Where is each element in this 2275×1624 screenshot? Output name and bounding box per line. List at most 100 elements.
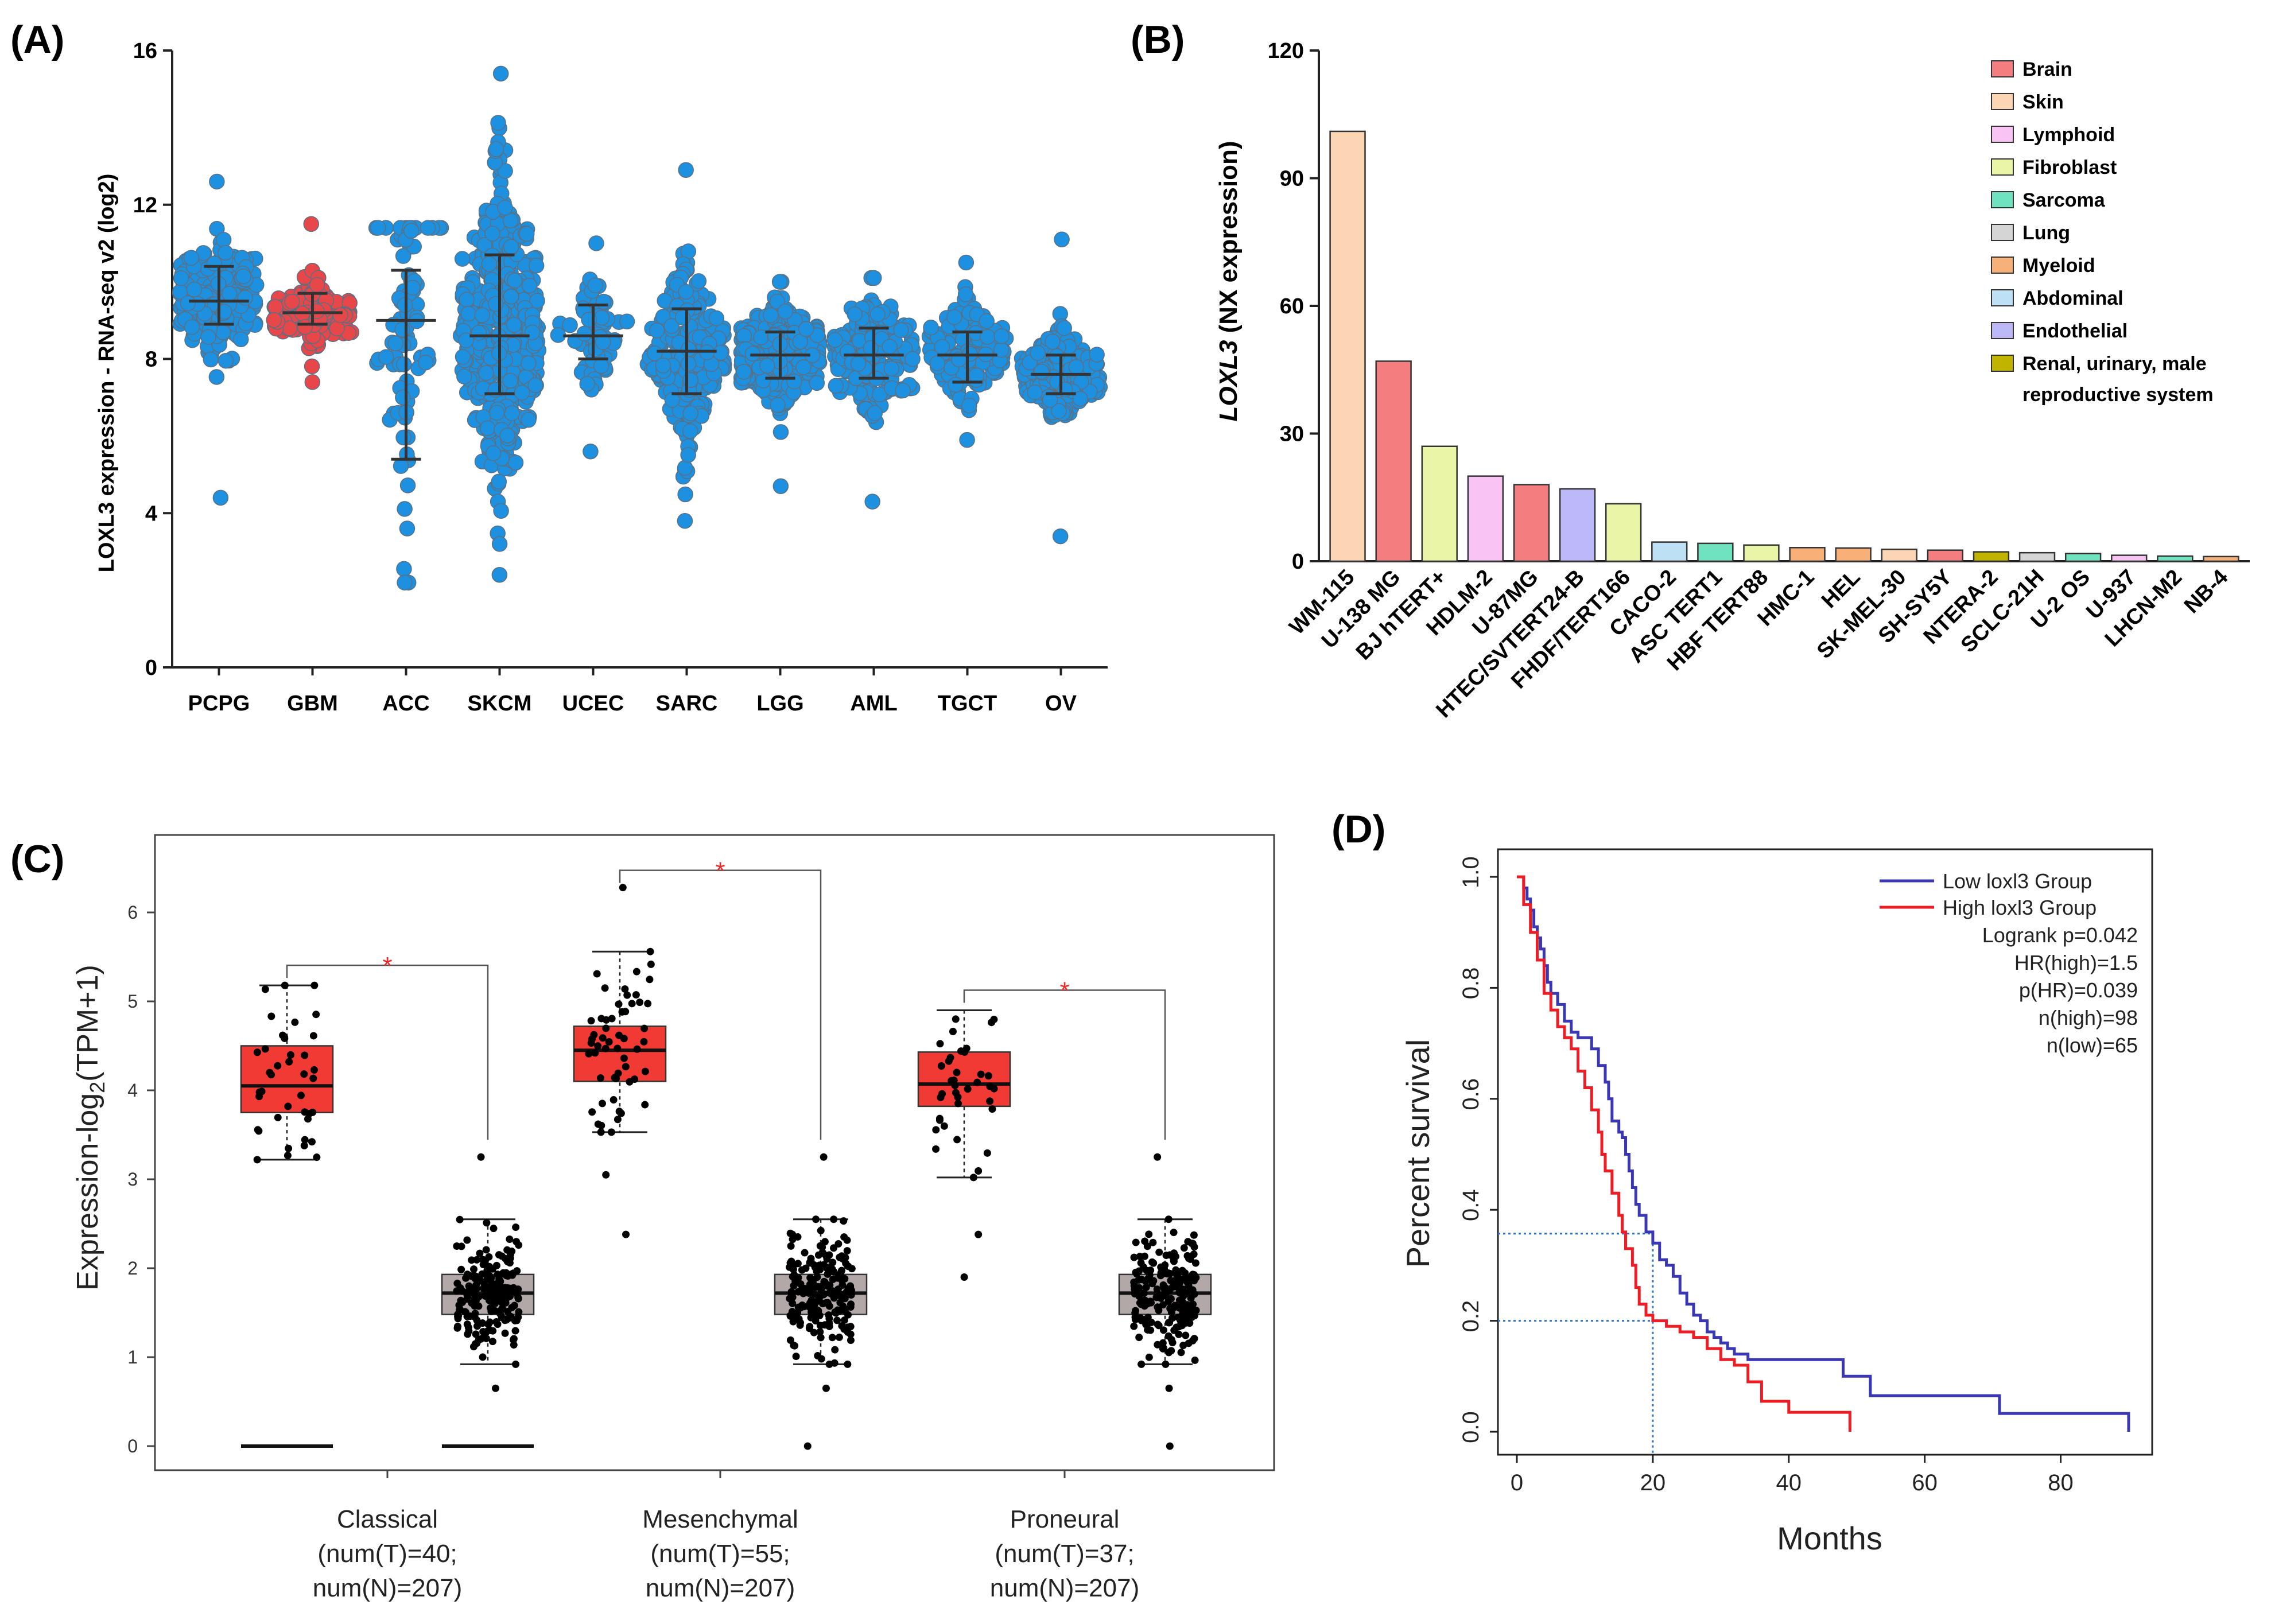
panel-a-point [595, 293, 612, 310]
panel-c-point [310, 981, 319, 989]
panel-c-point [832, 1309, 840, 1317]
panel-d-legend-stat: p(HR)=0.039 [2019, 978, 2138, 1002]
panel-a-point [583, 444, 599, 460]
panel-b-legend-label: Lymphoid [2022, 124, 2115, 146]
panel-c-point [1177, 1349, 1185, 1357]
panel-a-point [455, 349, 471, 365]
panel-c-point [470, 1272, 478, 1280]
panel-a-point [677, 512, 693, 529]
panel-a-point [284, 293, 300, 310]
panel-c-point [835, 1333, 843, 1341]
panel-c-point [632, 991, 640, 999]
panel-c-point [267, 1071, 275, 1079]
panel-c-point [482, 1282, 490, 1290]
panel-c-y-tick-label: 2 [127, 1258, 138, 1279]
panel-c-point [300, 1070, 308, 1078]
panel-c-point [636, 999, 644, 1007]
panel-a-point [503, 239, 519, 255]
panel-a-point [736, 364, 752, 380]
panel-a-point [663, 318, 680, 334]
panel-c-point [1152, 1293, 1160, 1301]
panel-c-group-tumor-n: (num(T)=55; [650, 1540, 790, 1568]
panel-a-point [576, 325, 593, 342]
panel-d-x-tick-label: 60 [1912, 1470, 1938, 1495]
panel-a-point [678, 162, 694, 178]
panel-c-point [823, 1255, 831, 1263]
panel-a-point [867, 405, 883, 421]
panel-c-point [501, 1329, 509, 1337]
panel-a-point [267, 298, 284, 315]
panel-a-point [479, 420, 496, 436]
panel-c-point [508, 1285, 517, 1293]
panel-c-point [478, 1270, 486, 1278]
panel-c-point [644, 1000, 652, 1008]
panel-c-point [817, 1334, 825, 1342]
panel-a-point [1072, 391, 1088, 407]
panel-c-point [1130, 1322, 1138, 1330]
panel-c-point [988, 1105, 996, 1113]
panel-b-bar [2111, 554, 2148, 562]
panel-c-point [1190, 1243, 1198, 1251]
panel-a-y-tick-label: 12 [133, 193, 157, 217]
panel-c-group-tumor-n: (num(T)=40; [317, 1540, 457, 1568]
panel-a-point [521, 277, 538, 294]
panel-a-point [680, 356, 697, 372]
panel-b-legend-swatch [1991, 158, 2014, 176]
panel-b-legend-label: Fibroblast [2022, 157, 2117, 178]
panel-c-point [514, 1293, 522, 1301]
panel-c-point [1180, 1244, 1188, 1252]
panel-c-point [1182, 1331, 1190, 1339]
panel-a-point [677, 460, 693, 476]
panel-b-y-tick-label: 60 [1280, 294, 1304, 318]
panel-a-point [478, 365, 494, 381]
panel-a-point [708, 310, 725, 327]
panel-a-point [772, 478, 789, 494]
panel-c-point [601, 984, 609, 992]
panel-c-point [816, 1242, 824, 1250]
panel-d-legend-stat: Logrank p=0.042 [1982, 923, 2138, 947]
panel-c-point [796, 1287, 804, 1295]
panel-b-bar [1329, 130, 1366, 562]
panel-c-point [285, 1144, 293, 1152]
panel-c-point [281, 981, 289, 989]
panel-c-point [836, 1253, 844, 1261]
panel-c-sig-bracket [963, 989, 1166, 1140]
panel-c-point [1148, 1280, 1156, 1288]
panel-d-x-tick-label: 0 [1511, 1470, 1523, 1495]
panel-b-legend-swatch [1991, 126, 2014, 143]
panel-b-y-axis-gene: LOXL3 [1214, 340, 1243, 422]
panel-c-point [1146, 1271, 1154, 1279]
panel-c-point [840, 1217, 848, 1225]
panel-c-point [844, 1360, 852, 1368]
panel-a-x-tick-label: UCEC [562, 691, 624, 716]
panel-a-point [180, 295, 196, 312]
panel-c-point [608, 1015, 616, 1023]
panel-a-point [786, 374, 802, 390]
panel-b-legend-swatch [1991, 191, 2014, 208]
panel-a-point [528, 258, 545, 274]
panel-c-point [834, 1240, 843, 1248]
panel-c-point [812, 1215, 820, 1223]
panel-a-point [929, 355, 946, 371]
panel-c-point [594, 1042, 602, 1050]
panel-c-point [647, 960, 655, 968]
panel-c-point [814, 1251, 822, 1259]
panel-a-point [394, 321, 410, 338]
panel-c-point [1135, 1292, 1143, 1300]
panel-c-frame [154, 834, 1275, 1471]
panel-c-point [1164, 1269, 1173, 1277]
panel-c-point [806, 1280, 814, 1288]
panel-c-point [646, 947, 654, 955]
panel-c-point [632, 968, 640, 976]
panel-c-point [789, 1273, 797, 1281]
panel-a-y-tick-label: 8 [145, 348, 157, 372]
panel-a-point [399, 520, 416, 537]
panel-a-point [809, 375, 825, 391]
panel-c-point [496, 1277, 504, 1285]
panel-c-point [1184, 1238, 1192, 1246]
panel-c-point [1147, 1326, 1155, 1334]
panel-c-point [506, 1236, 514, 1244]
panel-a-point [1054, 231, 1070, 247]
panel-c-point [937, 1093, 945, 1101]
panel-c-point [1145, 1353, 1153, 1361]
